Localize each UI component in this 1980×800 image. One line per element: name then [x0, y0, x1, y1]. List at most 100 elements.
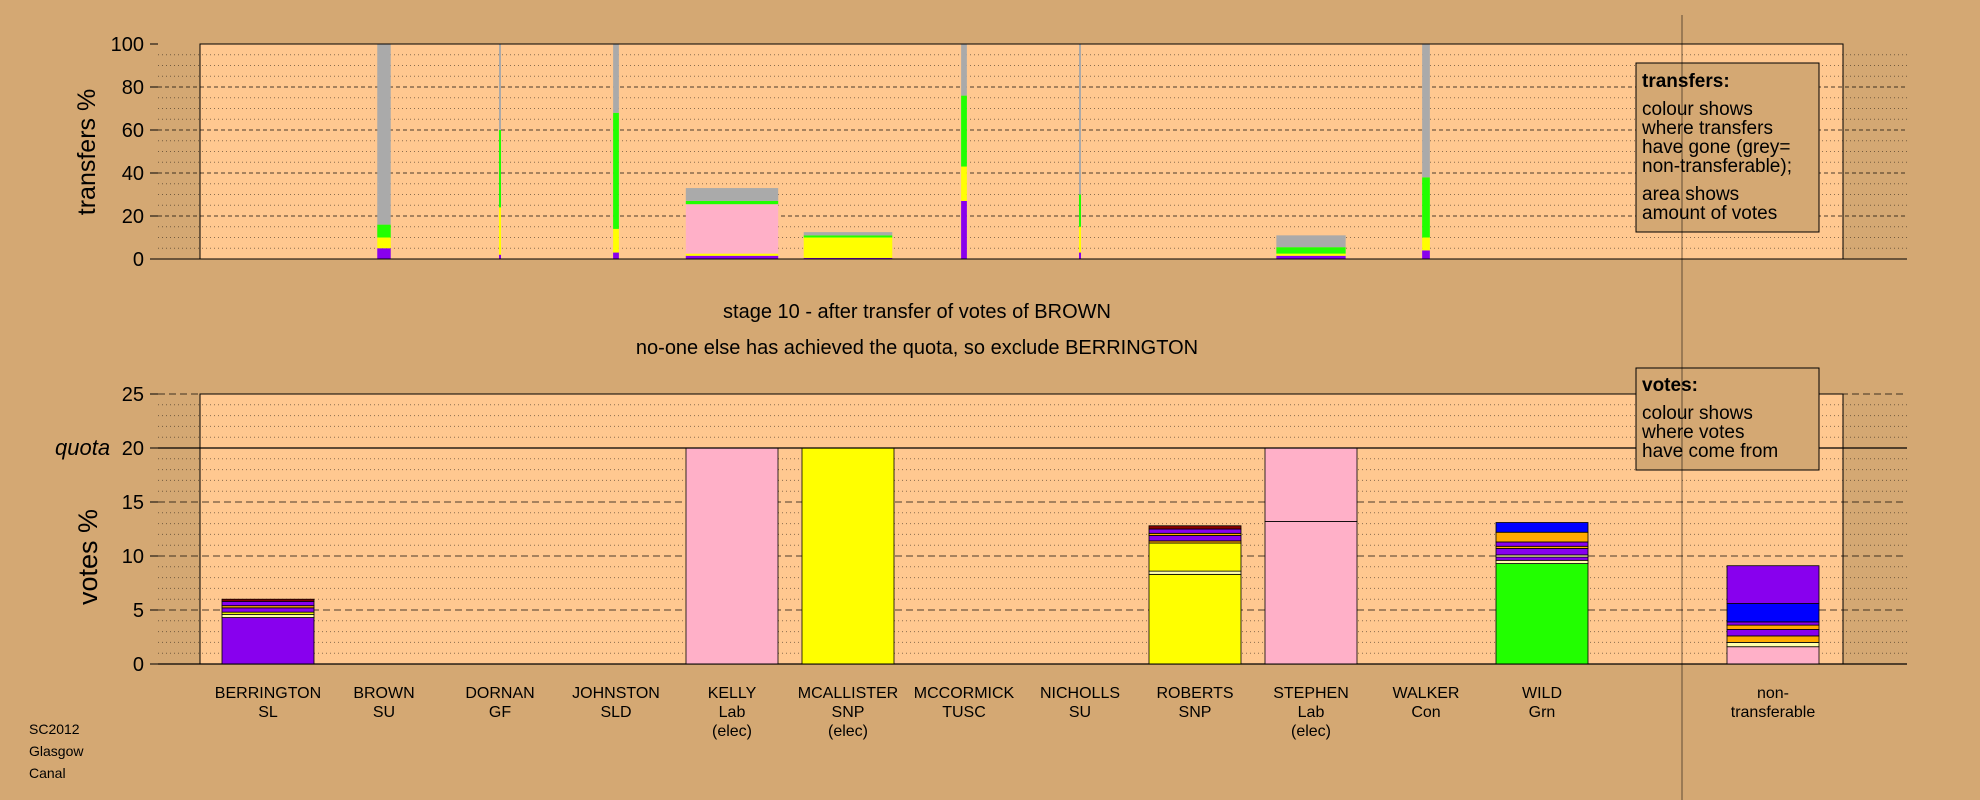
candidate-label: SNP	[832, 704, 865, 721]
transfers-bar-segment	[613, 252, 619, 259]
candidate-label: BERRINGTON	[215, 685, 321, 702]
votes-bar-segment	[1148, 570, 1242, 575]
votes-y-ticks: 0 5 10 15 20 25	[122, 384, 158, 676]
transfers-y-tick-label: 80	[122, 77, 144, 99]
transfers-legend-line: have gone (grey=	[1642, 137, 1790, 158]
footer-line: Glasgow	[29, 743, 84, 759]
votes-bar-segment	[1495, 556, 1589, 561]
transfers-bar-segment	[1422, 237, 1430, 251]
votes-bar-segment	[1495, 522, 1589, 533]
candidate-label: KELLY	[708, 685, 757, 702]
votes-y-tick-label: 10	[122, 546, 144, 568]
votes-bar-segment	[1726, 642, 1820, 648]
candidate-label: Grn	[1529, 704, 1556, 721]
candidate-label: BROWN	[353, 685, 414, 702]
stage-subtitle: no-one else has achieved the quota, so e…	[636, 337, 1198, 359]
transfers-bar-segment	[1276, 255, 1346, 259]
votes-bar-segment	[1726, 624, 1820, 630]
transfers-chart: 0 20 40 60 80 100 transfers %	[73, 34, 1907, 271]
votes-bar-segment	[1148, 528, 1242, 534]
votes-y-tick-label: 5	[133, 600, 144, 622]
candidate-label: GF	[489, 704, 511, 721]
votes-y-axis-label: votes %	[73, 509, 103, 605]
transfers-bar-segment	[961, 200, 967, 259]
transfers-legend-line: non-transferable);	[1642, 156, 1792, 177]
transfers-y-tick-label: 0	[133, 249, 144, 271]
votes-bar-segment	[1495, 548, 1589, 556]
transfers-y-axis-label: transfers %	[73, 89, 101, 215]
candidate-label: SU	[373, 704, 395, 721]
transfers-y-tick-label: 100	[111, 34, 144, 56]
votes-bar-segment	[221, 617, 315, 665]
transfers-bar-segment	[1079, 44, 1081, 195]
transfers-bar-segment	[803, 232, 893, 236]
transfers-bar-segment	[685, 255, 779, 259]
votes-bar-segment	[1148, 525, 1242, 530]
candidate-label: non-	[1757, 685, 1789, 702]
votes-bar-segment	[221, 598, 315, 602]
quota-label: quota	[55, 435, 110, 460]
transfers-bar-segment	[613, 44, 619, 113]
candidate-label: Con	[1411, 704, 1440, 721]
votes-legend-line: colour shows	[1642, 403, 1753, 424]
transfers-bar-segment	[1422, 250, 1430, 259]
votes-y-tick-label: 0	[133, 654, 144, 676]
votes-legend-title: votes:	[1642, 375, 1698, 396]
transfers-bar-segment	[685, 188, 779, 201]
candidate-label: MCALLISTER	[798, 685, 898, 702]
transfers-bar-segment	[1276, 235, 1346, 248]
votes-legend-line: have come from	[1642, 441, 1778, 462]
votes-bar-segment	[1148, 542, 1242, 572]
transfers-bar-segment	[499, 254, 501, 259]
candidate-label: (elec)	[1291, 723, 1331, 740]
votes-bar-segment	[1148, 573, 1242, 665]
transfers-legend-title: transfers:	[1642, 71, 1730, 92]
votes-bar-segment	[1495, 563, 1589, 665]
transfers-legend-line: amount of votes	[1642, 203, 1777, 224]
transfers-bar-segment	[803, 235, 893, 238]
transfers-bar-segment	[499, 44, 501, 130]
transfers-legend-line: where transfers	[1641, 118, 1773, 139]
transfers-bar-segment	[1276, 247, 1346, 254]
transfers-bar-segment	[1276, 253, 1346, 256]
votes-x-axis-labels: BERRINGTON SL BROWN SU DORNAN GF JOHNSTON SLD KE…	[215, 685, 1816, 740]
transfers-plot-frame	[199, 43, 1844, 260]
votes-bar-segment	[1148, 535, 1242, 542]
transfers-legend: transfers: colour shows where transfers …	[1635, 62, 1820, 233]
votes-bar-segment	[1264, 447, 1358, 522]
votes-bar-segment	[1495, 541, 1589, 547]
transfers-bar-segment	[377, 224, 391, 238]
transfers-bar-segment	[1079, 252, 1081, 259]
transfers-bar-segment	[377, 237, 391, 249]
transfers-bar-segment	[377, 44, 391, 225]
votes-bar-segment	[221, 600, 315, 607]
candidate-label: Lab	[719, 704, 746, 721]
votes-legend: votes: colour shows where votes have com…	[1635, 367, 1820, 471]
candidate-label: SL	[258, 704, 278, 721]
votes-legend-line: where votes	[1641, 422, 1744, 443]
votes-bar-segment	[221, 607, 315, 613]
transfers-bar-segment	[377, 248, 391, 259]
votes-y-tick-label: 20	[122, 438, 144, 460]
candidate-label: DORNAN	[465, 685, 534, 702]
votes-bar-segment	[221, 613, 315, 618]
transfers-y-tick-label: 60	[122, 120, 144, 142]
candidate-label: transferable	[1731, 704, 1816, 721]
votes-bar-segment	[1726, 603, 1820, 623]
votes-bar-segment	[1726, 635, 1820, 643]
votes-bar-segment	[1726, 629, 1820, 637]
votes-y-tick-label: 25	[122, 384, 144, 406]
footer-line: Canal	[29, 765, 66, 781]
votes-plot-area	[200, 394, 1843, 664]
candidate-label: Lab	[1298, 704, 1325, 721]
votes-bar-segment	[1726, 621, 1820, 626]
candidate-label: SU	[1069, 704, 1091, 721]
transfers-bars	[377, 44, 1430, 259]
votes-bar-segment	[1726, 565, 1820, 604]
candidate-label: WALKER	[1393, 685, 1460, 702]
transfers-bar-segment	[613, 112, 619, 229]
candidate-label: TUSC	[942, 704, 986, 721]
candidate-label: STEPHEN	[1273, 685, 1349, 702]
transfers-bar-segment	[1079, 194, 1081, 227]
